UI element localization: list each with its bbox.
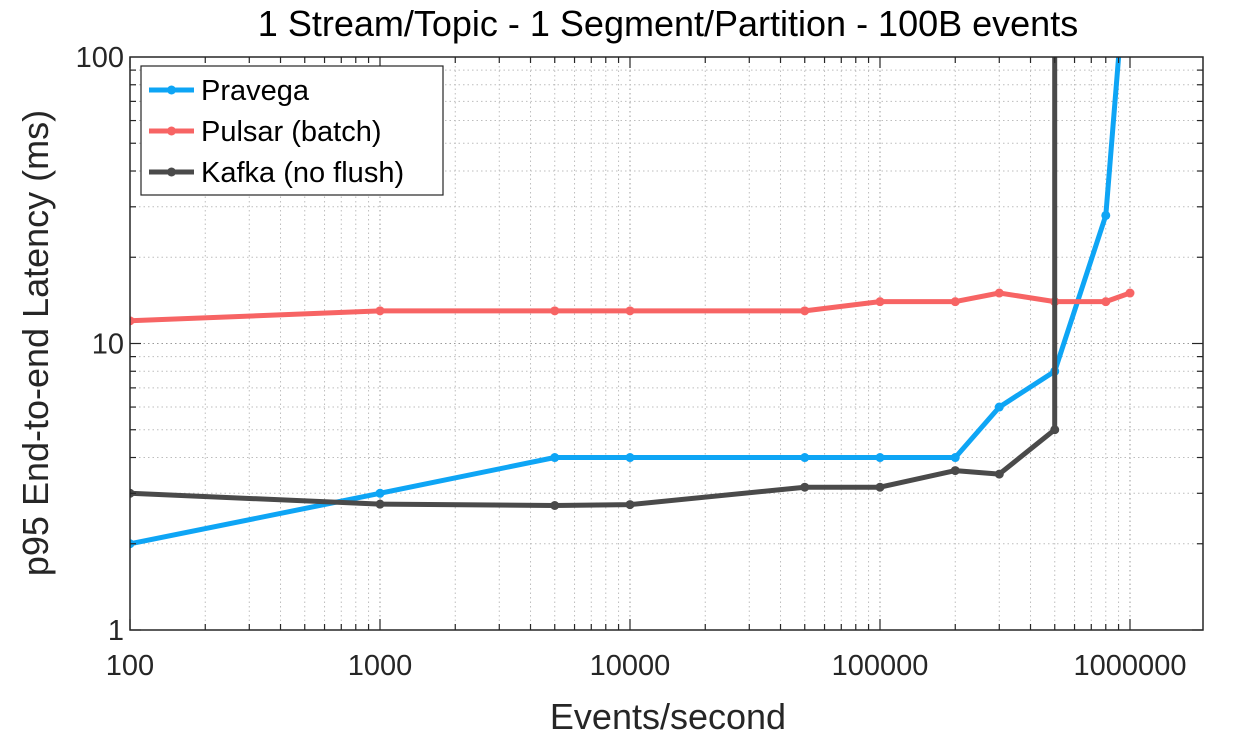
data-point-pravega [550,453,560,463]
x-tick-label: 100 [106,650,154,682]
legend-marker-pravega [167,85,176,95]
data-point-kafka-no-flush [550,500,560,510]
data-point-pulsar-batch [375,306,385,316]
data-point-pravega [800,453,810,463]
data-point-pulsar-batch [625,306,635,316]
data-point-pravega [1101,210,1111,220]
data-point-pulsar-batch [875,297,885,307]
data-point-kafka-no-flush [375,499,385,509]
ticks: 100 1000 10000 100000 1000000 1 10 100 [76,42,1203,682]
y-axis-label: p95 End-to-end Latency (ms) [15,110,56,576]
x-tick-label: 10000 [590,650,671,682]
x-axis-label: Events/second [550,696,786,737]
data-point-pulsar-batch [800,306,810,316]
x-tick-label: 1000000 [1074,650,1187,682]
data-point-kafka-no-flush [800,482,810,492]
y-tick-label: 1 [108,615,124,647]
data-point-pravega [875,453,885,463]
grid [130,57,1203,630]
data-point-pravega [375,488,385,498]
legend: Pravega Pulsar (batch) Kafka (no flush) [140,65,444,196]
data-point-pulsar-batch [550,306,560,316]
data-point-pulsar-batch [994,288,1004,298]
data-point-kafka-no-flush [875,482,885,492]
series-line-kafka-no-flush [130,57,1058,508]
data-point-pravega [994,402,1004,412]
data-point-pulsar-batch [130,316,135,326]
chart-title: 1 Stream/Topic - 1 Segment/Partition - 1… [258,3,1078,44]
legend-label-kafka-no-flush: Kafka (no flush) [201,157,404,189]
data-point-pulsar-batch [1101,297,1111,307]
data-point-pravega [625,453,635,463]
y-tick-label: 100 [76,42,124,74]
y-tick-label: 10 [92,329,124,361]
legend-marker-pulsar-batch [167,126,176,136]
legend-label-pravega: Pravega [201,75,310,107]
legend-label-pulsar-batch: Pulsar (batch) [201,116,382,148]
data-point-pulsar-batch [1125,288,1135,298]
series-group [130,57,1135,549]
data-point-kafka-no-flush [625,500,635,510]
x-tick-label: 100000 [832,650,929,682]
data-point-kafka-no-flush [950,466,960,476]
legend-marker-kafka-no-flush [167,167,176,177]
data-point-pravega [950,453,960,463]
x-tick-label: 1000 [348,650,413,682]
data-point-kafka-no-flush [994,469,1004,479]
data-point-pulsar-batch [950,297,960,307]
data-point-kafka-no-flush [1050,425,1060,435]
